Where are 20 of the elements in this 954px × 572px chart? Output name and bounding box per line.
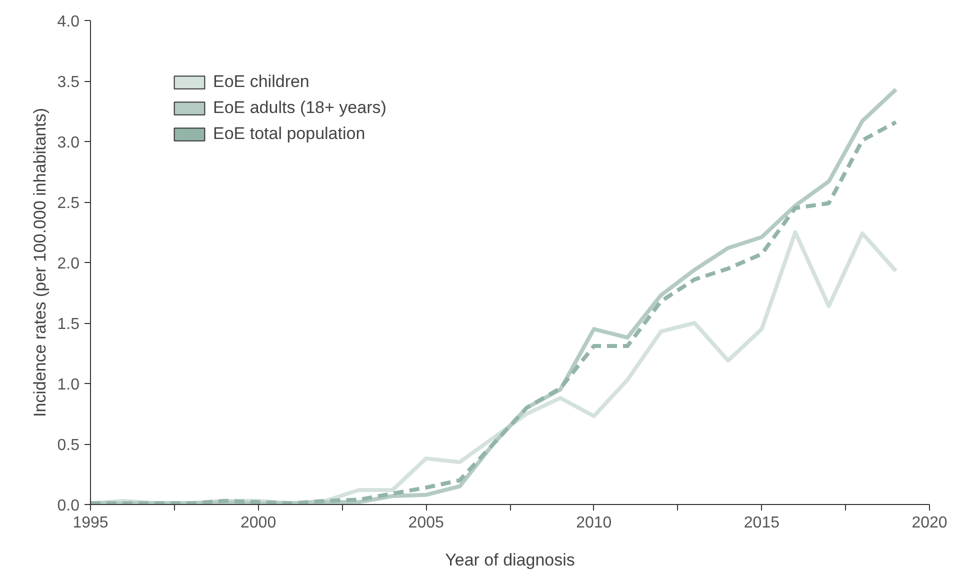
y-tick-label: 3.5 xyxy=(57,74,80,91)
y-tick-label: 0.5 xyxy=(57,437,80,454)
x-tick-label: 2005 xyxy=(408,514,444,532)
x-tick-label: 2015 xyxy=(744,514,780,532)
y-tick-label: 1.0 xyxy=(57,376,80,394)
x-tick-label: 1995 xyxy=(72,514,108,532)
x-tick-label: 2010 xyxy=(576,514,612,532)
y-tick-label: 2.5 xyxy=(57,195,80,212)
x-axis-title: Year of diagnosis xyxy=(445,550,575,570)
y-tick-label: 4.0 xyxy=(57,14,80,30)
y-tick-label: 0.0 xyxy=(57,498,80,514)
legend-label: EoE total population xyxy=(213,124,366,144)
y-axis-title: Incidence rates (per 100.000 inhabitants) xyxy=(30,108,50,418)
y-tick-label: 1.5 xyxy=(57,316,80,333)
x-tick-label: 2020 xyxy=(912,514,948,532)
legend-label: EoE adults (18+ years) xyxy=(213,98,386,118)
x-tick-label: 2000 xyxy=(240,514,276,532)
y-tick-label: 2.0 xyxy=(57,256,80,272)
legend-label: EoE children xyxy=(213,72,310,92)
y-tick-label: 3.0 xyxy=(57,134,80,152)
